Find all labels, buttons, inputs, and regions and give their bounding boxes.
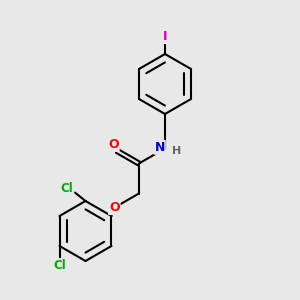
Text: H: H [172, 146, 181, 156]
Text: I: I [163, 30, 167, 43]
Text: O: O [109, 201, 120, 214]
Text: O: O [108, 138, 119, 151]
Text: Cl: Cl [61, 182, 73, 195]
Text: N: N [154, 141, 165, 154]
Text: Cl: Cl [54, 259, 67, 272]
